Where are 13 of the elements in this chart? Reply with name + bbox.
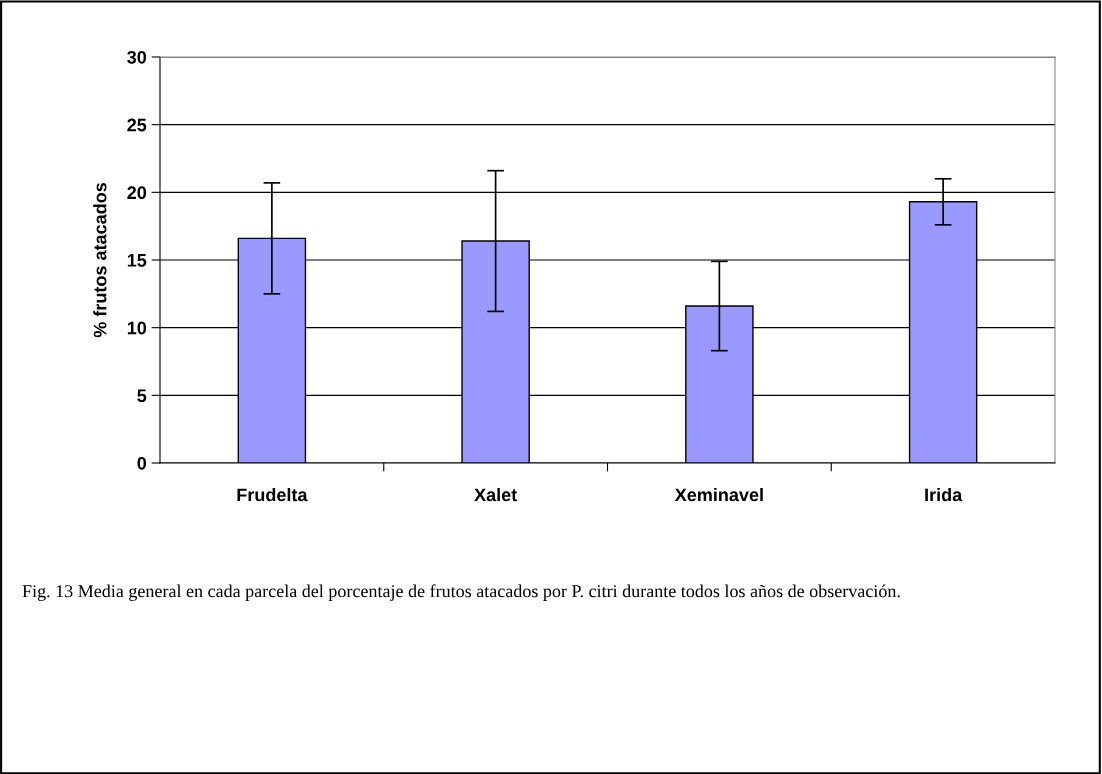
x-tick-label: Irida xyxy=(925,488,963,502)
y-tick-label: 0 xyxy=(137,456,147,470)
x-tick-label: Xeminavel xyxy=(674,488,763,502)
y-tick-label: 30 xyxy=(127,50,147,64)
y-tick-label: 25 xyxy=(127,118,147,132)
x-tick-label: Xalet xyxy=(474,488,517,502)
caption: Fig. 13 Media general en cada parcela del porcentaje de frutos atacados por P. citri durante todos los años de observación. xyxy=(22,584,900,601)
y-tick-label: 10 xyxy=(127,321,147,335)
y-tick-label: 5 xyxy=(137,389,147,403)
y-tick-label: 15 xyxy=(127,254,147,267)
y-axis-title: % frutos atacados xyxy=(93,182,107,338)
y-tick-label: 20 xyxy=(127,186,147,200)
x-tick-label: Frudelta xyxy=(237,488,308,502)
